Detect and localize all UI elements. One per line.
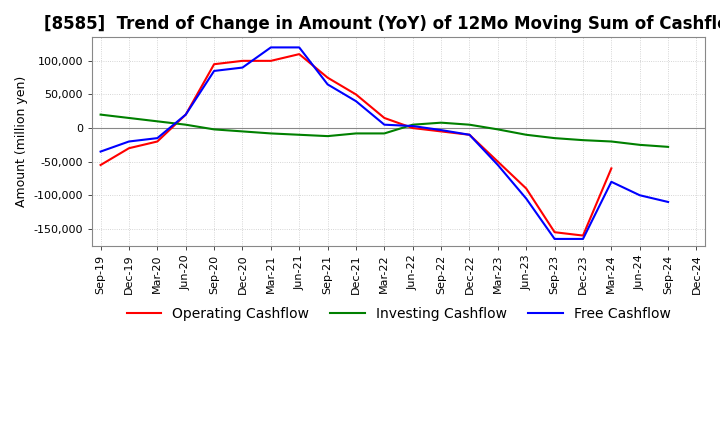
Investing Cashflow <box>493 127 502 132</box>
Free Cashflow <box>266 45 275 50</box>
Investing Cashflow <box>408 122 417 127</box>
Line: Operating Cashflow: Operating Cashflow <box>101 54 611 235</box>
Investing Cashflow <box>522 132 531 137</box>
Operating Cashflow <box>579 233 588 238</box>
Free Cashflow <box>96 149 105 154</box>
Operating Cashflow <box>210 62 218 67</box>
Free Cashflow <box>210 68 218 73</box>
Free Cashflow <box>125 139 133 144</box>
Free Cashflow <box>550 236 559 242</box>
Free Cashflow <box>153 136 162 141</box>
Investing Cashflow <box>125 115 133 121</box>
Investing Cashflow <box>323 133 332 139</box>
Investing Cashflow <box>295 132 304 137</box>
Operating Cashflow <box>181 112 190 117</box>
Title: [8585]  Trend of Change in Amount (YoY) of 12Mo Moving Sum of Cashflows: [8585] Trend of Change in Amount (YoY) o… <box>44 15 720 33</box>
Investing Cashflow <box>579 138 588 143</box>
Operating Cashflow <box>550 230 559 235</box>
Investing Cashflow <box>465 122 474 127</box>
Operating Cashflow <box>96 162 105 168</box>
Operating Cashflow <box>238 58 247 63</box>
Operating Cashflow <box>266 58 275 63</box>
Y-axis label: Amount (million yen): Amount (million yen) <box>15 76 28 207</box>
Free Cashflow <box>408 123 417 128</box>
Operating Cashflow <box>295 51 304 57</box>
Investing Cashflow <box>664 144 672 150</box>
Operating Cashflow <box>351 92 360 97</box>
Free Cashflow <box>380 122 389 127</box>
Operating Cashflow <box>465 132 474 137</box>
Investing Cashflow <box>380 131 389 136</box>
Investing Cashflow <box>96 112 105 117</box>
Operating Cashflow <box>408 125 417 131</box>
Free Cashflow <box>522 196 531 201</box>
Operating Cashflow <box>437 129 446 134</box>
Operating Cashflow <box>125 146 133 151</box>
Investing Cashflow <box>181 122 190 127</box>
Free Cashflow <box>607 179 616 184</box>
Free Cashflow <box>636 193 644 198</box>
Operating Cashflow <box>153 139 162 144</box>
Investing Cashflow <box>550 136 559 141</box>
Operating Cashflow <box>323 75 332 80</box>
Free Cashflow <box>664 199 672 205</box>
Investing Cashflow <box>437 120 446 125</box>
Line: Investing Cashflow: Investing Cashflow <box>101 114 668 147</box>
Operating Cashflow <box>607 166 616 171</box>
Investing Cashflow <box>266 131 275 136</box>
Free Cashflow <box>351 99 360 104</box>
Investing Cashflow <box>351 131 360 136</box>
Free Cashflow <box>579 236 588 242</box>
Line: Free Cashflow: Free Cashflow <box>101 48 668 239</box>
Operating Cashflow <box>522 186 531 191</box>
Investing Cashflow <box>238 129 247 134</box>
Free Cashflow <box>295 45 304 50</box>
Operating Cashflow <box>493 159 502 164</box>
Free Cashflow <box>323 82 332 87</box>
Free Cashflow <box>465 132 474 137</box>
Free Cashflow <box>493 162 502 168</box>
Operating Cashflow <box>380 115 389 121</box>
Investing Cashflow <box>153 119 162 124</box>
Investing Cashflow <box>210 127 218 132</box>
Legend: Operating Cashflow, Investing Cashflow, Free Cashflow: Operating Cashflow, Investing Cashflow, … <box>121 301 676 326</box>
Free Cashflow <box>238 65 247 70</box>
Free Cashflow <box>437 128 446 133</box>
Investing Cashflow <box>636 142 644 147</box>
Free Cashflow <box>181 112 190 117</box>
Investing Cashflow <box>607 139 616 144</box>
